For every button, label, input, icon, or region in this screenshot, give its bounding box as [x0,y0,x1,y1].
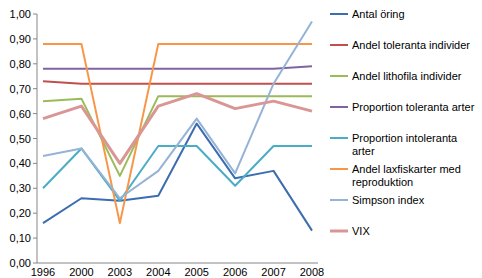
y-tick [33,88,37,89]
x-tick-label: 1996 [31,266,55,278]
y-tick [33,163,37,164]
y-tick-label: 0,60 [10,108,31,120]
series-line [43,94,312,164]
y-tick [33,113,37,114]
legend-label: Andel lithofila individer [352,70,462,82]
plot-area [43,21,312,230]
y-tick-label: 0,30 [10,182,31,194]
x-tick-label: 2003 [108,266,132,278]
y-tick-label: 0,50 [10,133,31,145]
y-tick-label: 0,80 [10,58,31,70]
legend-label: Andel toleranta individer [352,39,470,51]
legend-swatch [330,230,348,233]
legend-swatch [330,137,348,139]
y-tick [33,238,37,239]
legend-swatch [330,106,348,108]
y-tick-label: 0,20 [10,207,31,219]
y-tick-label: 0,00 [10,257,31,269]
y-tick [33,188,37,189]
legend-swatch [330,44,348,46]
legend-label: Simpson index [352,194,425,206]
y-tick-label: 0,40 [10,157,31,169]
series-line [43,124,312,231]
y-tick [33,263,37,264]
series-line [43,21,312,198]
chart: 0,00 0,10 0,20 0,30 0,40 0,50 0,60 0,70 0,80 0,90… [0,0,482,278]
x-tick-label: 2007 [261,266,285,278]
x-tick-label: 2005 [184,266,208,278]
x-tick-label: 2000 [69,266,93,278]
x-tick-label: 2006 [223,266,247,278]
y-tick [33,138,37,139]
x-tick-label: 2004 [146,266,170,278]
series-line [43,44,312,223]
y-tick [33,63,37,64]
y-tick-label: 1,00 [10,8,31,20]
series-line [43,146,312,201]
y-tick [33,38,37,39]
legend-label: Proportion intolerantaarter [352,132,458,157]
legend-label: Andel laxfiskarter medreproduktion [352,163,461,188]
legend-label: Antal öring [352,8,405,20]
x-axis [37,263,318,264]
legend-swatch [330,168,348,170]
legend-swatch [330,199,348,201]
y-tick-label: 0,70 [10,83,31,95]
series-line [43,66,312,68]
x-tick-label: 2008 [300,266,324,278]
legend-label: VIX [352,225,370,237]
y-tick-label: 0,10 [10,232,31,244]
y-tick-label: 0,90 [10,33,31,45]
legend-label: Proportion toleranta arter [352,101,475,113]
y-tick [33,213,37,214]
legend-swatch [330,13,348,15]
y-tick [33,14,37,15]
series-line [43,81,312,83]
legend-swatch [330,75,348,77]
